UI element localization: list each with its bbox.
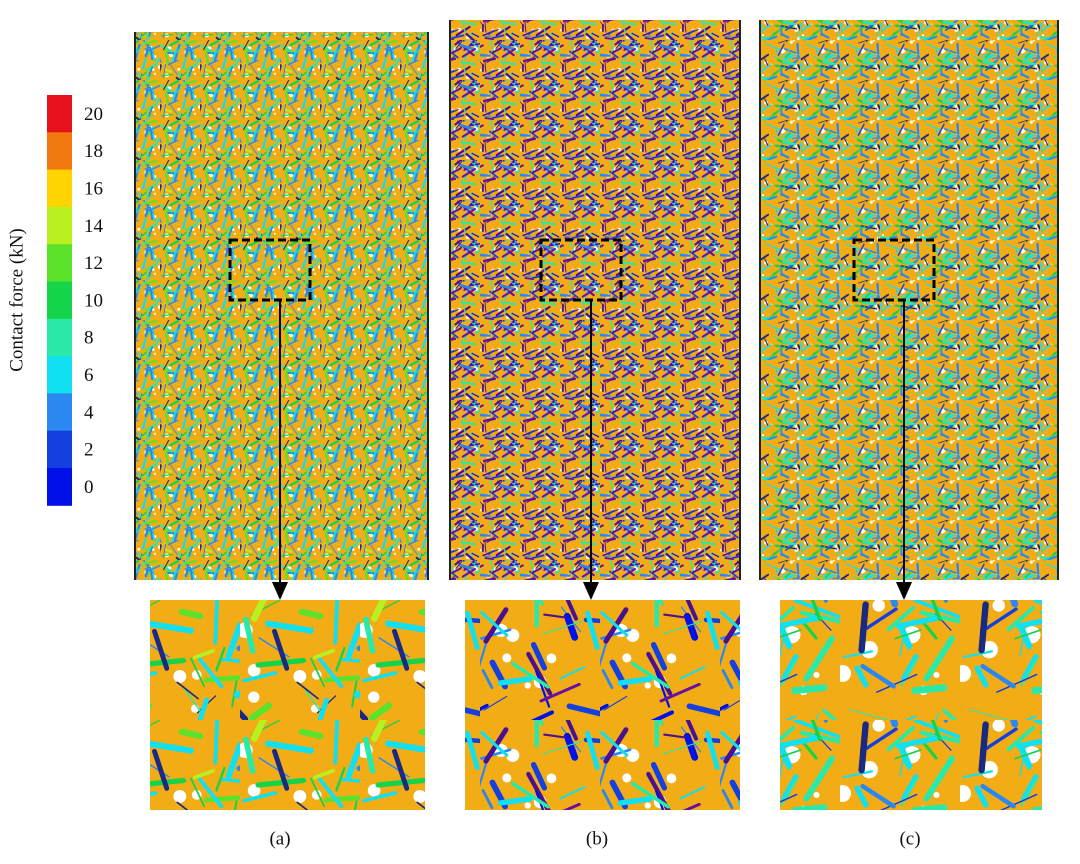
colorbar-tick-label: 8 xyxy=(84,328,94,349)
colorbar-tick-label: 14 xyxy=(84,216,104,237)
zoom-box xyxy=(852,238,936,302)
colorbar-segment xyxy=(47,206,72,245)
colorbar-tick-label: 10 xyxy=(84,290,103,311)
panel-label: (a) xyxy=(269,828,290,849)
zoom-panel xyxy=(780,600,1042,810)
zoom-panel xyxy=(465,600,740,810)
colorbar-segment xyxy=(47,169,72,208)
particle-panel xyxy=(450,20,740,580)
colorbar-tick-label: 16 xyxy=(84,178,103,199)
colorbar-tick-label: 4 xyxy=(84,402,94,423)
colorbar-tick-label: 18 xyxy=(84,141,103,162)
colorbar-tick-label: 6 xyxy=(84,365,94,386)
colorbar-segment xyxy=(47,356,72,394)
panel-label: (b) xyxy=(586,828,608,849)
colorbar-segment xyxy=(47,393,72,432)
zoom-panel xyxy=(150,600,425,810)
colorbar-tick-label: 12 xyxy=(84,253,103,274)
colorbar-title: Contact force (kN) xyxy=(6,228,27,372)
particle-panel xyxy=(760,20,1058,580)
colorbar-segment xyxy=(47,468,72,506)
colorbar-segment xyxy=(47,281,72,320)
zoom-box xyxy=(228,238,312,302)
colorbar-tick-label: 20 xyxy=(84,104,103,125)
colorbar-tick-label: 2 xyxy=(84,440,94,461)
colorbar-segment xyxy=(47,430,72,469)
colorbar-segment xyxy=(47,244,72,282)
zoom-box xyxy=(539,238,623,302)
colorbar-segment xyxy=(47,95,72,133)
particle-panel xyxy=(135,32,428,580)
panel-label: (c) xyxy=(899,828,920,849)
colorbar-tick-label: 0 xyxy=(84,477,94,498)
colorbar-segment xyxy=(47,318,72,357)
colorbar-segment xyxy=(47,132,72,171)
